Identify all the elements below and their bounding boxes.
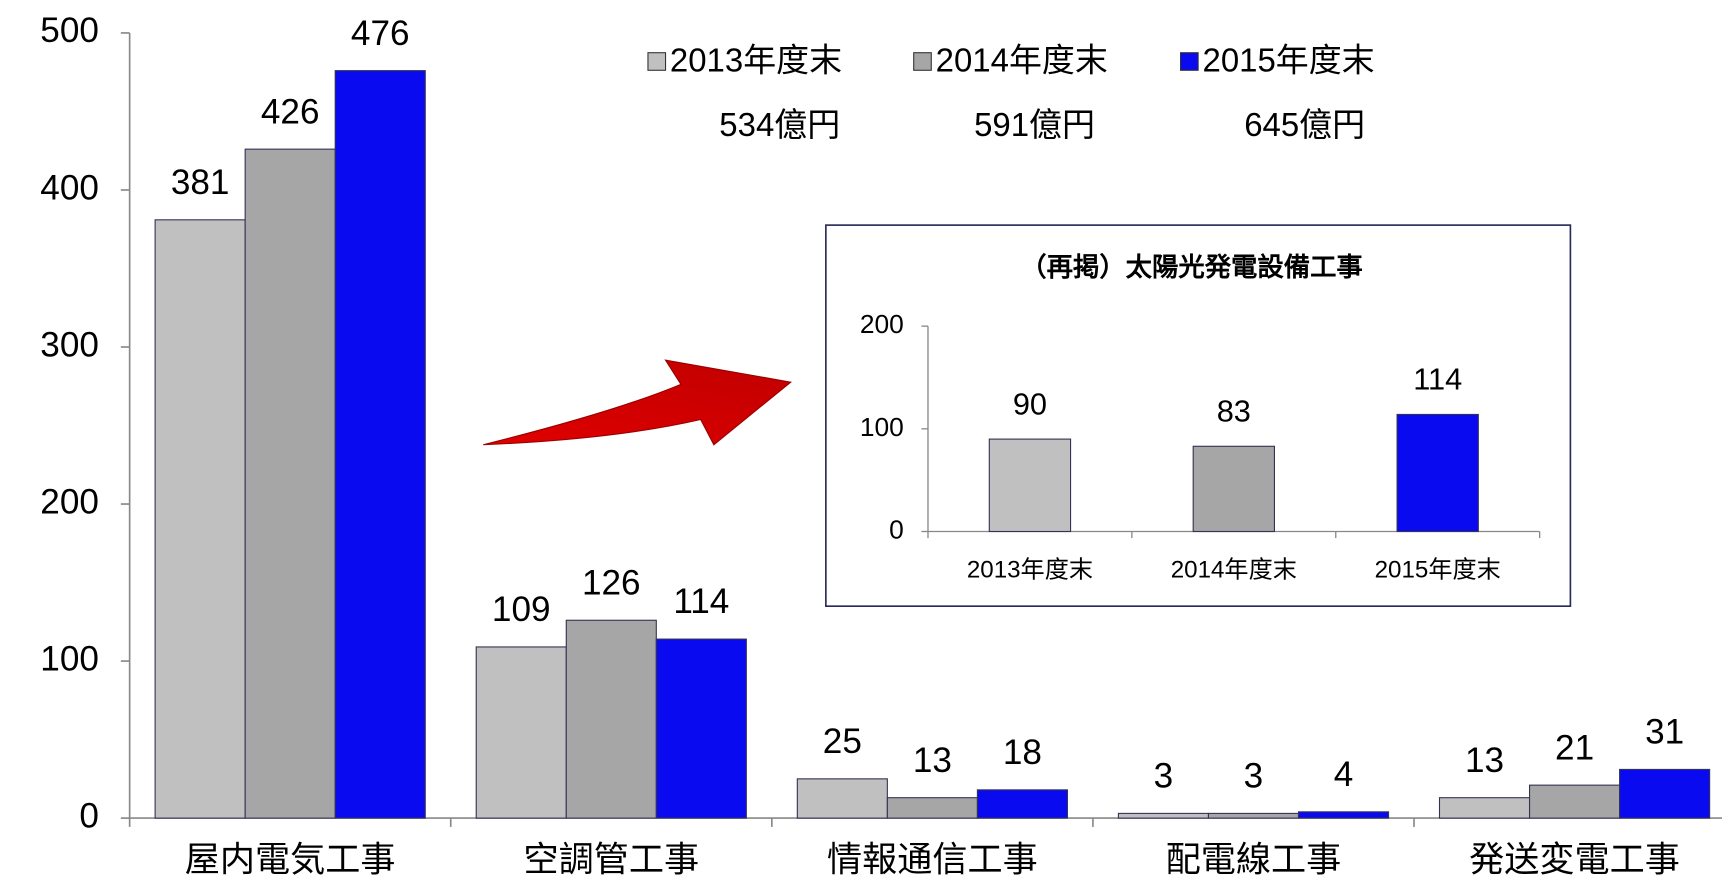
bar bbox=[655, 638, 747, 819]
bar bbox=[1297, 811, 1390, 819]
data-label: 381 bbox=[171, 163, 230, 202]
data-label: 18 bbox=[1003, 733, 1042, 772]
bar bbox=[154, 219, 246, 819]
bar bbox=[1438, 797, 1531, 819]
bar bbox=[244, 148, 336, 819]
data-label: 426 bbox=[261, 92, 320, 131]
inset-title: （再掲）太陽光発電設備工事 bbox=[1020, 252, 1362, 282]
x-tick-label: 配電線工事 bbox=[1166, 840, 1342, 879]
data-label: 83 bbox=[1217, 393, 1251, 428]
legend-label: 2013年度末 bbox=[670, 41, 842, 78]
data-label: 3 bbox=[1154, 757, 1174, 796]
bar bbox=[976, 789, 1068, 819]
x-tick-label: 発送変電工事 bbox=[1469, 840, 1680, 879]
bar bbox=[1396, 413, 1479, 533]
bar bbox=[334, 70, 426, 819]
data-label: 25 bbox=[823, 722, 862, 761]
arrow bbox=[483, 359, 792, 446]
data-label: 90 bbox=[1013, 386, 1047, 421]
x-tick-label: 空調管工事 bbox=[523, 840, 699, 879]
legend-swatch bbox=[647, 52, 667, 71]
bar bbox=[1528, 784, 1621, 819]
bar bbox=[886, 797, 978, 819]
y-tick-label: 200 bbox=[40, 482, 99, 521]
y-tick-label: 0 bbox=[889, 514, 904, 544]
bar bbox=[1619, 768, 1711, 819]
y-tick-label: 500 bbox=[40, 11, 99, 50]
x-tick-label: 2014年度末 bbox=[1171, 556, 1297, 583]
annotation: 645億円 bbox=[1244, 106, 1365, 143]
bar bbox=[1117, 812, 1209, 819]
data-label: 114 bbox=[673, 582, 729, 621]
legend-label: 2015年度末 bbox=[1203, 41, 1375, 78]
data-label: 114 bbox=[1413, 362, 1462, 397]
x-tick-label: 屋内電気工事 bbox=[185, 840, 396, 879]
bar bbox=[796, 778, 888, 819]
bar bbox=[1207, 812, 1300, 819]
legend-swatch bbox=[1180, 52, 1199, 71]
data-label: 3 bbox=[1244, 757, 1264, 796]
legend-label: 2014年度末 bbox=[936, 41, 1108, 78]
y-tick-label: 200 bbox=[860, 309, 904, 339]
data-label: 476 bbox=[351, 14, 410, 53]
data-label: 13 bbox=[913, 741, 952, 780]
annotation: 591億円 bbox=[974, 106, 1095, 143]
data-label: 31 bbox=[1645, 713, 1684, 752]
bar bbox=[988, 438, 1072, 533]
data-label: 21 bbox=[1555, 728, 1594, 767]
x-tick-label: 情報通信工事 bbox=[827, 840, 1038, 879]
bar bbox=[1192, 445, 1275, 533]
y-tick-label: 300 bbox=[40, 325, 99, 364]
data-label: 109 bbox=[492, 590, 551, 629]
annotation: 534億円 bbox=[719, 106, 840, 143]
y-tick-label: 100 bbox=[860, 412, 904, 442]
bar bbox=[565, 619, 657, 819]
data-label: 4 bbox=[1334, 755, 1354, 794]
y-tick-label: 100 bbox=[40, 639, 99, 678]
x-tick-label: 2013年度末 bbox=[967, 556, 1093, 583]
bar bbox=[475, 646, 567, 819]
data-label: 13 bbox=[1465, 741, 1504, 780]
legend-swatch bbox=[913, 52, 932, 71]
data-label: 126 bbox=[582, 563, 641, 602]
x-tick-label: 2015年度末 bbox=[1375, 556, 1501, 583]
y-tick-label: 0 bbox=[79, 796, 99, 835]
y-tick-label: 400 bbox=[40, 168, 99, 207]
